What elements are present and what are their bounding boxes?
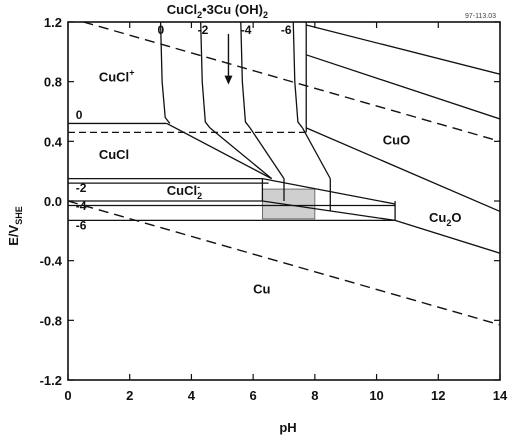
y-axis-title-sub: SHE xyxy=(14,206,24,225)
y-tick-label: 0.8 xyxy=(44,75,62,90)
x-tick-label: 4 xyxy=(188,388,196,403)
axis-ticks: 0 2 4 6 8 10 12 14 -1.2 -0.8 -0.4 0.0 0.4 0.8 1.2 xyxy=(40,15,508,403)
x-tick-label: 8 xyxy=(311,388,318,403)
region-label-cuo: CuO xyxy=(383,132,410,147)
shaded-region-layer xyxy=(261,188,316,220)
boundary-cuo-diag xyxy=(305,127,500,213)
y-axis-title: E/VSHE xyxy=(6,206,24,245)
y-axis-title-main: E/V xyxy=(6,224,21,245)
boundary-v-4 xyxy=(240,22,251,129)
region-label-cucl-plus: CuCl+ xyxy=(99,68,135,85)
y-tick-label: -1.2 xyxy=(40,373,62,388)
boundary-cuo-top-2 xyxy=(306,54,500,120)
boundary-v-0 xyxy=(159,22,171,124)
activity-label-5: 0 xyxy=(76,108,83,122)
activity-label-6: -2 xyxy=(76,181,87,195)
compound-label: CuCl2•3Cu (OH)2 xyxy=(167,2,268,20)
activity-label-7: -4 xyxy=(76,199,87,213)
figure-id-label: 97-113.03 xyxy=(465,13,496,20)
boundary-band-bottom xyxy=(262,200,396,222)
y-tick-label: 0.0 xyxy=(44,194,62,209)
region-label-cu2o: Cu2O xyxy=(429,210,461,228)
y-tick-label: -0.8 xyxy=(40,313,62,328)
x-tick-label: 10 xyxy=(369,388,383,403)
x-axis-title: pH xyxy=(279,420,296,435)
x-tick-label: 12 xyxy=(431,388,445,403)
activity-label-2: -2 xyxy=(198,23,209,37)
boundary-hydroxy-diag-4 xyxy=(301,127,331,179)
region-label-cucl2-minus: CuCl2- xyxy=(167,182,202,201)
x-tick-label: 2 xyxy=(126,388,133,403)
boundary-cu2o-diag xyxy=(394,219,500,254)
water-line-1 xyxy=(81,22,500,143)
boundary-v-6 xyxy=(292,22,304,129)
water-line-2 xyxy=(68,200,500,326)
y-tick-label: 1.2 xyxy=(44,15,62,30)
region-label-cu: Cu xyxy=(253,281,270,296)
y-tick-label: 0.4 xyxy=(44,134,63,149)
activity-label-1: 0 xyxy=(157,23,164,37)
boundary-hydroxy-diag-3 xyxy=(249,127,285,179)
phase-boundaries xyxy=(68,22,500,254)
boundary-hydroxy-diag-2 xyxy=(209,127,273,180)
activity-arrow-head xyxy=(224,75,233,85)
activity-label-8: -6 xyxy=(76,218,87,232)
water-stability-lines xyxy=(68,22,500,326)
activity-label-3: -4 xyxy=(241,23,252,37)
boundary-hydroxy-diag xyxy=(166,122,272,180)
shaded-box xyxy=(261,188,316,220)
x-tick-label: 0 xyxy=(64,388,71,403)
y-tick-label: -0.4 xyxy=(40,254,63,269)
boundary-cuo-top-1 xyxy=(306,24,500,75)
x-tick-label: 6 xyxy=(250,388,257,403)
boundary-v-2 xyxy=(200,22,211,129)
x-tick-label: 14 xyxy=(493,388,508,403)
region-label-cucl: CuCl xyxy=(99,147,129,162)
activity-label-4: -6 xyxy=(281,23,292,37)
